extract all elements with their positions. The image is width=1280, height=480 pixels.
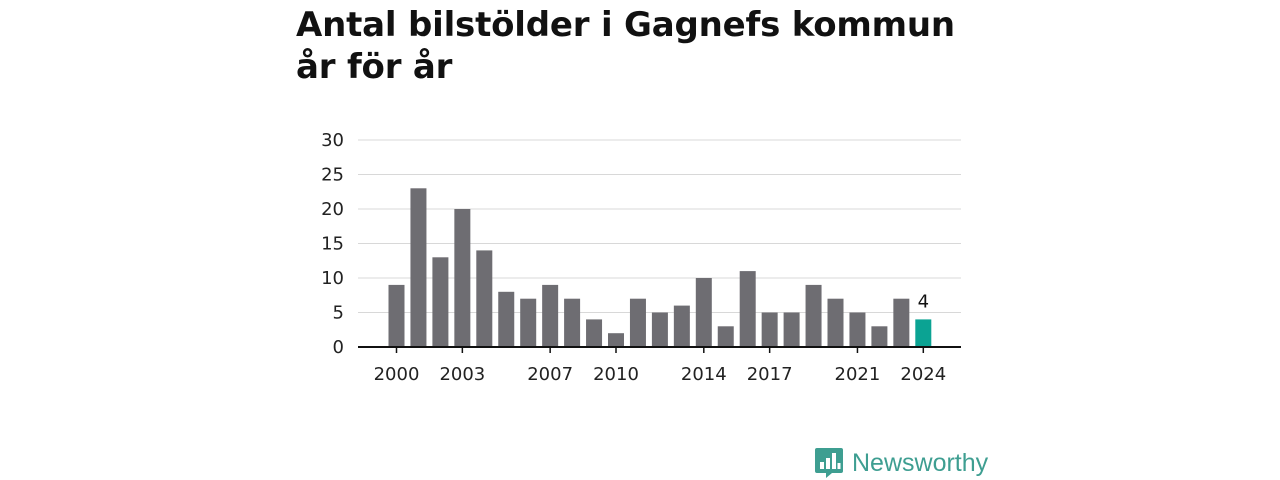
bar	[893, 298, 910, 347]
bar	[388, 284, 405, 347]
bar	[432, 257, 449, 347]
x-tick-label: 2010	[593, 364, 639, 385]
labels: 0 5 10 15 20 25 30 4 2000 2003 2007 2010 2014 2017 202…	[321, 130, 946, 385]
x-tick-label: 2014	[681, 364, 727, 385]
newsworthy-logo: Newsworthy	[814, 446, 988, 480]
bar	[542, 284, 559, 347]
bar	[827, 298, 844, 347]
bar	[871, 326, 888, 347]
y-tick-label: 0	[333, 337, 344, 358]
bar	[586, 319, 603, 347]
x-tick-label: 2024	[900, 364, 946, 385]
bar	[805, 284, 822, 347]
y-tick-label: 20	[321, 199, 344, 220]
bar	[783, 312, 800, 347]
bars	[388, 188, 932, 347]
x-tick-label: 2021	[835, 364, 881, 385]
brand-name: Newsworthy	[852, 448, 989, 477]
x-tick-label: 2003	[439, 364, 485, 385]
x-tick-label: 2017	[747, 364, 793, 385]
x-tick-label: 2007	[527, 364, 573, 385]
axes	[358, 346, 961, 353]
y-tick-label: 15	[321, 234, 344, 255]
bar	[629, 298, 646, 347]
grid-lines	[358, 139, 961, 313]
data-label: 4	[918, 291, 929, 312]
bar	[520, 298, 537, 347]
bar	[717, 326, 734, 347]
bar	[695, 278, 712, 347]
newsworthy-logo-icon	[815, 448, 843, 478]
bar	[410, 188, 427, 347]
bar	[739, 271, 756, 347]
bar	[673, 305, 690, 347]
y-tick-label: 5	[333, 303, 344, 324]
bar	[608, 333, 624, 347]
y-tick-label: 10	[321, 268, 344, 289]
bar	[651, 312, 668, 347]
bar	[454, 209, 471, 347]
y-tick-label: 25	[321, 165, 344, 186]
bar	[498, 291, 515, 347]
bar	[476, 250, 493, 347]
bar	[849, 312, 866, 347]
bar	[761, 312, 778, 347]
bar	[564, 298, 581, 347]
chart-title: Antal bilstölder i Gagnefs kommun år för…	[296, 5, 955, 87]
x-tick-label: 2000	[374, 364, 420, 385]
bar	[915, 319, 932, 347]
y-tick-label: 30	[321, 130, 344, 151]
